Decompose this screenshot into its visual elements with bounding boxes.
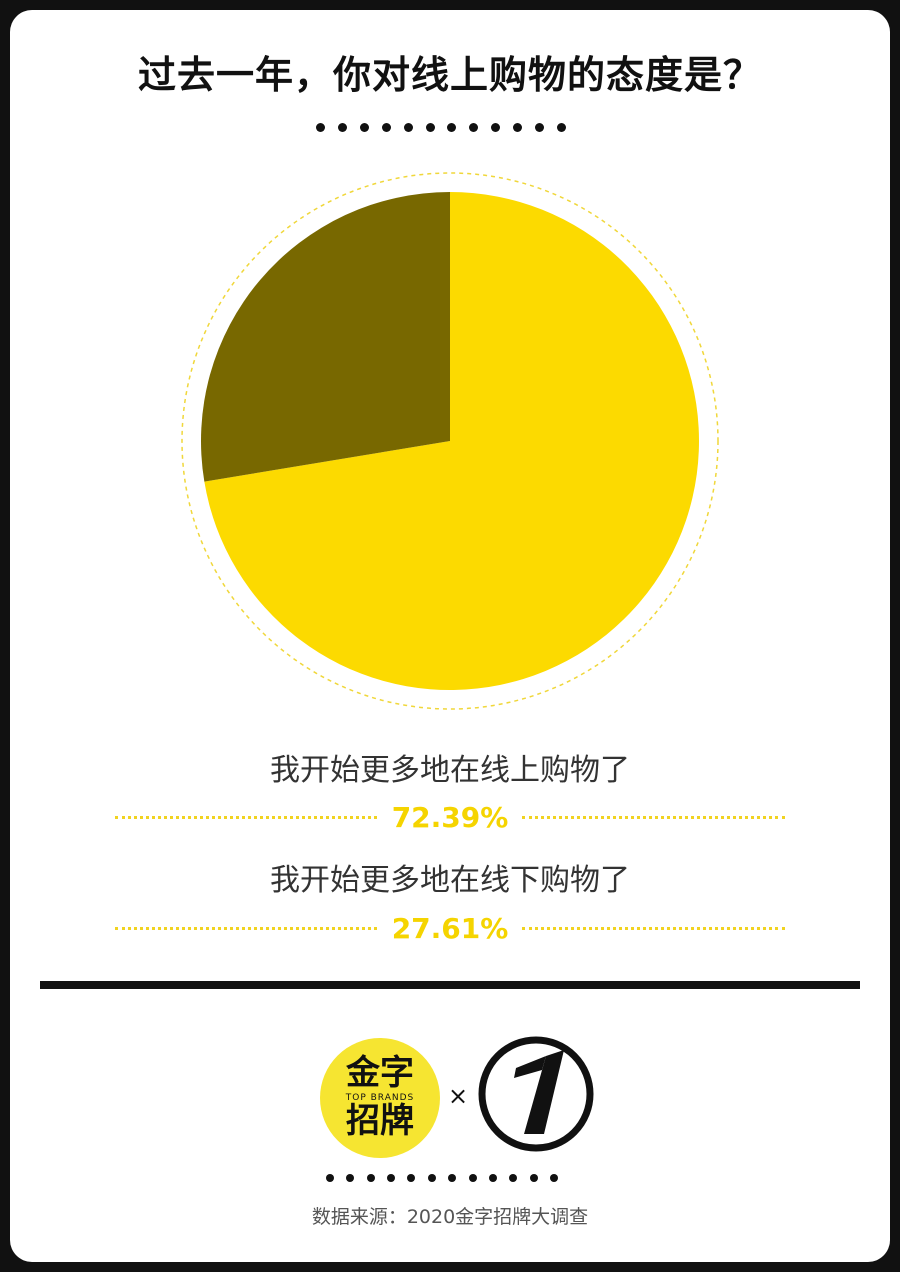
times-sign: × <box>448 1082 469 1110</box>
pie-chart <box>181 172 719 710</box>
logo-text-line1: 金字 <box>346 1053 414 1093</box>
pie-slices <box>201 192 699 690</box>
partner-circle-logo <box>478 1036 594 1152</box>
logo-text-line2: 招牌 <box>346 1101 414 1141</box>
dot-divider-bottom <box>326 1174 558 1182</box>
dotted-rule-right-1 <box>522 816 785 819</box>
data-source-note: 数据来源：2020金字招牌大调查 <box>311 1206 589 1228</box>
slice-value-offline: 27.61% <box>391 912 509 945</box>
pie-dashed-ring <box>181 172 719 710</box>
slice-value-online: 72.39% <box>391 801 509 834</box>
slice-label-online: 我开始更多地在线上购物了 <box>270 753 630 788</box>
infographic-card: 过去一年，你对线上购物的态度是？ 我开始更多地在线上购物了 72.39% 我开始… <box>10 10 890 1262</box>
page-title: 过去一年，你对线上购物的态度是？ <box>137 53 762 97</box>
slice-label-offline: 我开始更多地在线下购物了 <box>270 863 630 898</box>
top-brands-logo: 金字 TOP BRANDS 招牌 <box>320 1038 440 1158</box>
pie-slice-offline <box>201 192 450 482</box>
dotted-rule-left-2 <box>115 927 377 930</box>
dotted-rule-right-2 <box>522 927 785 930</box>
dot-divider-top <box>316 123 566 132</box>
logo-text-en: TOP BRANDS <box>345 1093 415 1103</box>
section-divider <box>40 981 860 989</box>
dotted-rule-left-1 <box>115 816 377 819</box>
pie-slice-online <box>204 192 699 690</box>
